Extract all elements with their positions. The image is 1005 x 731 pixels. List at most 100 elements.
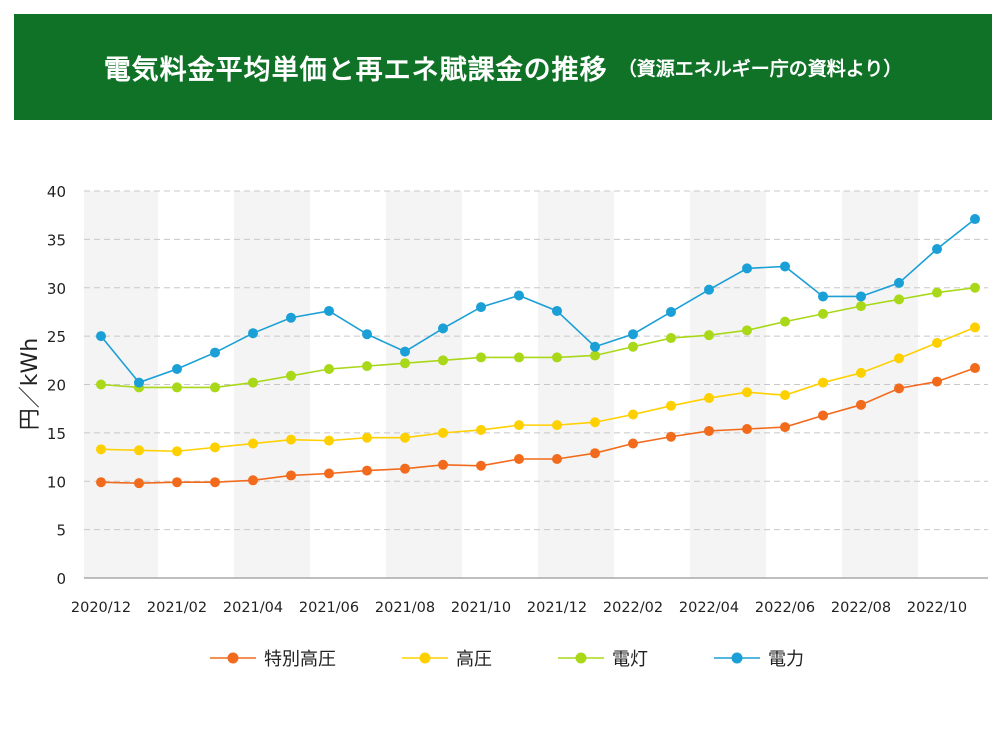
data-point: [970, 363, 980, 374]
data-point: [210, 442, 220, 453]
data-point: [894, 353, 904, 364]
x-tick-label: 2022/10: [907, 600, 967, 616]
x-tick-label: 2020/12: [71, 600, 131, 616]
legend-marker: [714, 652, 760, 664]
data-point: [286, 370, 296, 381]
data-point: [172, 477, 182, 488]
data-point: [970, 282, 980, 293]
x-tick-label: 2021/04: [223, 600, 283, 616]
legend-marker: [558, 652, 604, 664]
title-banner: 電気料金平均単価と再エネ賦課金の推移 （資源エネルギー庁の資料より）: [14, 14, 992, 120]
data-point: [780, 316, 790, 327]
legend-label: 電灯: [612, 649, 648, 670]
data-point: [96, 331, 106, 342]
data-point: [818, 377, 828, 388]
data-point: [172, 364, 182, 375]
data-point: [552, 305, 562, 316]
data-point: [400, 432, 410, 443]
data-point: [134, 445, 144, 456]
data-point: [590, 350, 600, 361]
data-point: [666, 431, 676, 442]
x-tick-label: 2022/02: [603, 600, 663, 616]
data-point: [552, 420, 562, 431]
data-point: [172, 382, 182, 393]
data-point: [704, 393, 714, 404]
series-4: [96, 214, 980, 388]
x-tick-label: 2022/04: [679, 600, 739, 616]
series-line: [100, 286, 976, 389]
data-point: [590, 417, 600, 428]
chart-title: 電気料金平均単価と再エネ賦課金の推移: [103, 54, 608, 86]
legend-item: 高圧: [402, 645, 492, 671]
data-point: [818, 410, 828, 421]
data-point: [932, 287, 942, 298]
legend-marker: [210, 652, 256, 664]
series-1: [96, 363, 980, 489]
data-point: [628, 329, 638, 340]
data-point: [742, 325, 752, 336]
data-point: [362, 432, 372, 443]
legend-label: 電力: [768, 649, 804, 670]
data-point: [970, 214, 980, 225]
data-point: [134, 478, 144, 489]
data-point: [438, 323, 448, 334]
legend-label: 特別高圧: [264, 649, 336, 670]
data-point: [970, 322, 980, 333]
data-point: [552, 352, 562, 363]
data-point: [476, 424, 486, 435]
data-point: [324, 435, 334, 446]
data-point: [286, 434, 296, 445]
data-point: [818, 291, 828, 302]
data-point: [248, 475, 258, 486]
data-point: [96, 477, 106, 488]
data-point: [704, 425, 714, 436]
y-tick-label: 20: [47, 377, 66, 395]
data-point: [856, 367, 866, 378]
data-point: [248, 328, 258, 339]
line-chart: 0 5 10 15 20 25 30 35 40 2020/12 2021/02 2021/04 20…: [47, 183, 988, 616]
data-point: [628, 341, 638, 352]
data-point: [476, 460, 486, 471]
data-point: [438, 459, 448, 470]
data-point: [324, 468, 334, 479]
data-point: [932, 376, 942, 387]
data-point: [514, 420, 524, 431]
data-point: [286, 312, 296, 323]
data-point: [248, 438, 258, 449]
data-point: [856, 291, 866, 302]
data-point: [894, 383, 904, 394]
data-point: [210, 347, 220, 358]
data-point: [894, 277, 904, 288]
data-point: [400, 346, 410, 357]
legend: 特別高圧 高圧 電灯 電力: [210, 645, 870, 671]
data-point: [628, 438, 638, 449]
data-point: [362, 361, 372, 372]
y-tick-label: 5: [56, 522, 66, 540]
data-point: [438, 427, 448, 438]
y-tick-label: 35: [47, 231, 66, 249]
data-point: [210, 477, 220, 488]
data-point: [400, 358, 410, 369]
x-tick-label: 2021/08: [375, 600, 435, 616]
data-point: [780, 261, 790, 272]
x-tick-label: 2021/02: [147, 600, 207, 616]
legend-label: 高圧: [456, 649, 492, 670]
series-line: [100, 218, 976, 384]
source-note: （資源エネルギー庁の資料より）: [617, 57, 903, 80]
data-point: [248, 377, 258, 388]
data-point: [476, 302, 486, 313]
data-point: [362, 465, 372, 476]
x-tick-label: 2022/08: [831, 600, 891, 616]
legend-marker: [402, 652, 448, 664]
data-point: [742, 263, 752, 274]
data-point: [362, 329, 372, 340]
data-point: [856, 399, 866, 410]
data-point: [134, 377, 144, 388]
data-point: [514, 290, 524, 301]
y-tick-label: 10: [47, 473, 66, 491]
data-point: [704, 284, 714, 295]
data-point: [552, 453, 562, 464]
data-point: [818, 308, 828, 319]
data-point: [590, 448, 600, 459]
data-point: [96, 379, 106, 390]
